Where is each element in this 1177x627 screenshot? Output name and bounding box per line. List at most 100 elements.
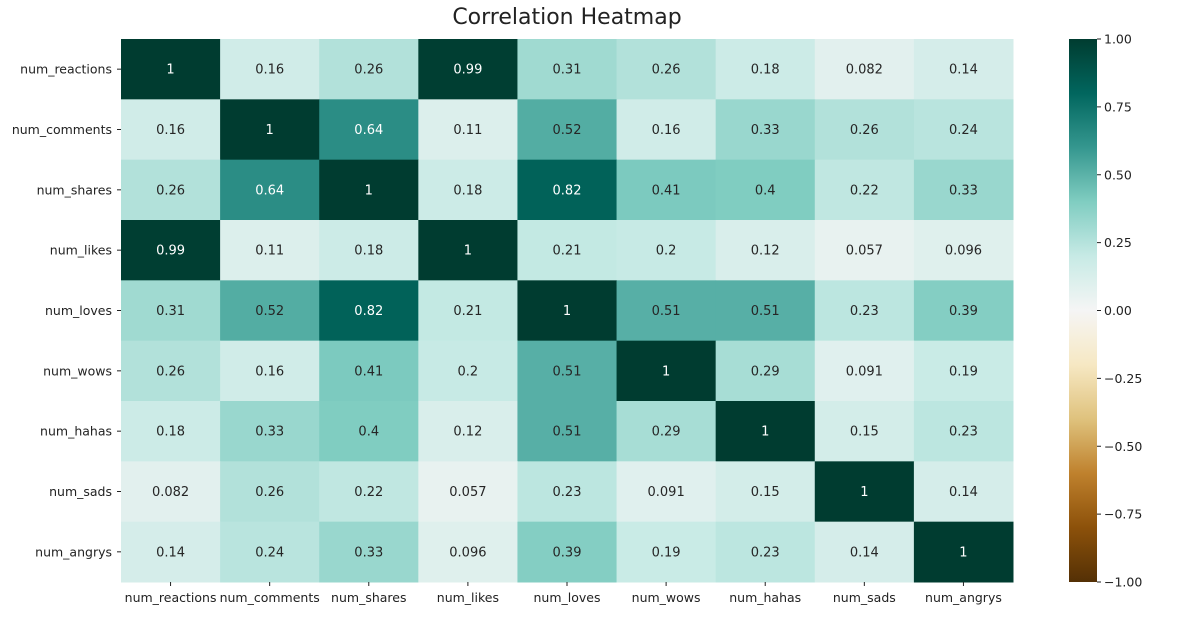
cell-value-label-num_angrys-num_likes: 0.096 [449, 545, 486, 560]
heatmap-cell-num_hahas-num_hahas [715, 401, 816, 462]
cell-value-label-num_reactions-num_sads: 0.082 [846, 63, 883, 78]
heatmap-cell-num_loves-num_wows [616, 280, 717, 342]
cell-value-label-num_hahas-num_likes: 0.12 [453, 425, 482, 440]
cell-value-label-num_comments-num_shares: 0.64 [354, 123, 383, 138]
heatmap-cell-num_shares-num_likes [418, 159, 518, 221]
heatmap-cell-num_comments-num_sads [814, 99, 915, 161]
cell-value-label-num_sads-num_wows: 0.091 [648, 485, 685, 500]
heatmap-cell-num_wows-num_reactions [121, 340, 221, 402]
cell-value-label-num_loves-num_reactions: 0.31 [156, 304, 185, 319]
heatmap-cell-num_reactions-num_reactions [121, 39, 221, 100]
y-tick-label-num_wows: num_wows [43, 363, 112, 378]
heatmap-cell-num_sads-num_reactions [121, 461, 221, 523]
cell-value-label-num_shares-num_likes: 0.18 [453, 183, 482, 198]
heatmap-cell-num_hahas-num_wows [616, 401, 717, 462]
cell-value-label-num_likes-num_hahas: 0.12 [751, 244, 780, 259]
cell-value-label-num_hahas-num_loves: 0.51 [553, 425, 582, 440]
cell-value-label-num_sads-num_hahas: 0.15 [751, 485, 780, 500]
y-tick-label-num_hahas: num_hahas [40, 424, 112, 439]
heatmap-cell-num_loves-num_angrys [913, 280, 1014, 342]
colorbar-tick-label-1: 0.75 [1104, 99, 1132, 114]
cell-value-label-num_wows-num_comments: 0.16 [255, 364, 284, 379]
cell-value-label-num_reactions-num_loves: 0.31 [553, 63, 582, 78]
x-tick-label-num_shares: num_shares [331, 590, 406, 605]
colorbar-tick-label-6: −0.50 [1104, 439, 1142, 454]
heatmap-cell-num_likes-num_reactions [121, 220, 221, 281]
cell-value-label-num_likes-num_sads: 0.057 [846, 244, 883, 259]
heatmap-cell-num_likes-num_loves [517, 220, 618, 281]
cell-value-label-num_likes-num_comments: 0.11 [255, 244, 284, 259]
cell-value-label-num_sads-num_likes: 0.057 [449, 485, 486, 500]
heatmap-cell-num_shares-num_angrys [913, 159, 1014, 221]
cell-value-label-num_reactions-num_comments: 0.16 [255, 63, 284, 78]
heatmap-cell-num_reactions-num_shares [319, 39, 419, 100]
cell-value-label-num_shares-num_comments: 0.64 [255, 183, 284, 198]
cell-value-label-num_wows-num_wows: 1 [662, 364, 670, 379]
y-tick-label-num_likes: num_likes [50, 243, 112, 258]
heatmap-cell-num_angrys-num_likes [418, 521, 518, 583]
cell-value-label-num_hahas-num_comments: 0.33 [255, 425, 284, 440]
cell-value-label-num_comments-num_wows: 0.16 [652, 123, 681, 138]
cell-value-label-num_shares-num_loves: 0.82 [553, 183, 582, 198]
chart-title: Correlation Heatmap [452, 5, 681, 30]
heatmap-cell-num_angrys-num_shares [319, 521, 419, 583]
heatmap-cell-num_comments-num_comments [220, 99, 320, 161]
cell-value-label-num_reactions-num_shares: 0.26 [354, 63, 383, 78]
heatmap-cell-num_sads-num_comments [220, 461, 320, 523]
heatmap-cell-num_angrys-num_reactions [121, 521, 221, 583]
heatmap-cell-num_comments-num_likes [418, 99, 518, 161]
x-tick-label-num_loves: num_loves [534, 590, 601, 605]
heatmap-cell-num_likes-num_sads [814, 220, 915, 281]
heatmap-cell-num_angrys-num_angrys [913, 521, 1014, 583]
x-tick-label-num_comments: num_comments [220, 590, 320, 605]
colorbar-tick-label-8: −1.00 [1104, 575, 1142, 590]
heatmap-cell-num_loves-num_hahas [715, 280, 816, 342]
heatmap-cell-num_sads-num_hahas [715, 461, 816, 523]
heatmap-cell-num_sads-num_shares [319, 461, 419, 523]
heatmap-cell-num_loves-num_sads [814, 280, 915, 342]
heatmap-cell-num_shares-num_loves [517, 159, 618, 221]
x-tick-label-num_hahas: num_hahas [729, 590, 801, 605]
heatmap-cell-num_sads-num_sads [814, 461, 915, 523]
heatmap-cell-num_sads-num_angrys [913, 461, 1014, 523]
cell-value-label-num_likes-num_loves: 0.21 [553, 244, 582, 259]
heatmap-cell-num_loves-num_loves [517, 280, 618, 342]
heatmap-cell-num_sads-num_loves [517, 461, 618, 523]
heatmap-cell-num_likes-num_angrys [913, 220, 1014, 281]
cell-value-label-num_loves-num_comments: 0.52 [255, 304, 284, 319]
cell-value-label-num_comments-num_comments: 1 [266, 123, 274, 138]
y-tick-label-num_shares: num_shares [37, 182, 112, 197]
heatmap-cell-num_sads-num_wows [616, 461, 717, 523]
cell-value-label-num_comments-num_angrys: 0.24 [949, 123, 978, 138]
x-tick-labels: num_reactions num_comments num_shares num_l… [125, 582, 1002, 605]
heatmap-cell-num_wows-num_likes [418, 340, 518, 402]
heatmap-cell-num_reactions-num_likes [418, 39, 518, 100]
cell-value-label-num_likes-num_shares: 0.18 [354, 244, 383, 259]
cell-value-label-num_hahas-num_sads: 0.15 [850, 425, 879, 440]
heatmap-cell-num_reactions-num_loves [517, 39, 618, 100]
cell-value-label-num_loves-num_sads: 0.23 [850, 304, 879, 319]
heatmap-cell-num_angrys-num_sads [814, 521, 915, 583]
heatmap-cell-num_likes-num_hahas [715, 220, 816, 281]
heatmap-cell-num_hahas-num_likes [418, 401, 518, 462]
cell-value-label-num_hahas-num_shares: 0.4 [358, 425, 379, 440]
heatmap-cell-num_shares-num_sads [814, 159, 915, 221]
heatmap-cell-num_wows-num_shares [319, 340, 419, 402]
cell-value-label-num_hahas-num_angrys: 0.23 [949, 425, 978, 440]
heatmap-cell-num_reactions-num_hahas [715, 39, 816, 100]
colorbar-gradient [1069, 39, 1097, 582]
cell-value-label-num_sads-num_reactions: 0.082 [152, 485, 189, 500]
heatmap-cell-num_hahas-num_sads [814, 401, 915, 462]
cell-value-label-num_reactions-num_likes: 0.99 [453, 63, 482, 78]
cell-value-label-num_loves-num_wows: 0.51 [652, 304, 681, 319]
heatmap-cell-num_loves-num_reactions [121, 280, 221, 342]
cell-value-label-num_comments-num_sads: 0.26 [850, 123, 879, 138]
cell-value-label-num_angrys-num_angrys: 1 [959, 545, 967, 560]
cell-value-label-num_shares-num_angrys: 0.33 [949, 183, 978, 198]
cell-value-label-num_angrys-num_loves: 0.39 [553, 545, 582, 560]
x-tick-label-num_likes: num_likes [437, 590, 499, 605]
heatmap-cells: 1 0.16 0.26 0.99 0.31 0.26 0.18 0.082 0.14 0.16 1 0… [121, 39, 1014, 583]
colorbar: 1.00 0.75 0.50 0.25 0.00 −0.25 −0.50 −0.75 −1.00 [1069, 32, 1142, 590]
cell-value-label-num_wows-num_angrys: 0.19 [949, 364, 978, 379]
